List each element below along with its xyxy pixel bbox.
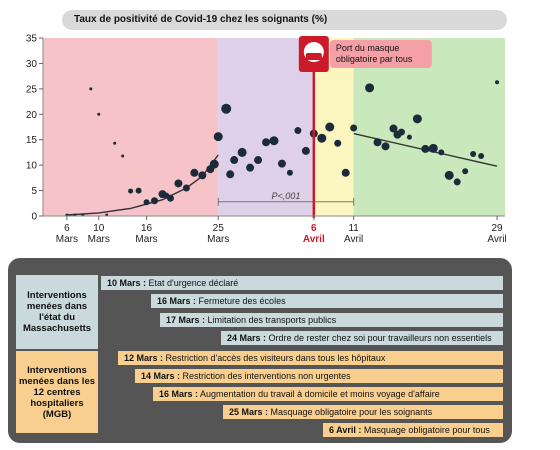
data-point-9 <box>128 188 134 194</box>
x-tick-month-25: Mars <box>207 234 229 245</box>
data-point-23 <box>221 103 232 114</box>
x-tick-label-60: 29 <box>491 223 503 234</box>
y-tick-label-15: 15 <box>26 135 38 146</box>
data-point-49 <box>421 144 430 153</box>
data-point-18 <box>190 168 199 177</box>
x-tick-month-6: Mars <box>56 234 78 245</box>
data-point-26 <box>237 147 247 157</box>
mgb-item-1: 12 Mars : Restriction d'accès des visite… <box>118 351 503 365</box>
mgb-item-3: 16 Mars : Augmentation du travail à domi… <box>153 387 503 401</box>
data-point-53 <box>453 178 461 186</box>
data-point-8 <box>121 154 125 158</box>
data-point-44 <box>389 124 398 133</box>
data-point-56 <box>478 152 485 159</box>
y-tick-label-25: 25 <box>26 84 38 95</box>
ma-item-3: 17 Mars : Limitation des transports publ… <box>160 313 503 327</box>
ma-item-2: 16 Mars : Fermeture des écoles <box>151 294 503 308</box>
x-tick-month-42: Avril <box>344 234 363 245</box>
ma-group-label: Interventions menées dans l'état du Mass… <box>16 275 98 349</box>
data-point-22 <box>213 132 223 142</box>
data-point-16 <box>174 179 183 188</box>
mgb-item-5: 6 Avril : Masquage obligatoire pour tous <box>323 423 503 437</box>
data-point-28 <box>254 156 263 165</box>
phase-backgrounds <box>43 38 505 216</box>
mgb-group-label: Interventions menées dans les 12 centres… <box>16 351 98 433</box>
data-point-7 <box>113 141 117 145</box>
chart-title: Taux de positivité de Covid-19 chez les … <box>62 10 507 30</box>
data-point-51 <box>438 149 445 156</box>
data-point-34 <box>301 146 310 155</box>
data-point-43 <box>381 142 390 151</box>
data-point-5 <box>97 112 101 116</box>
annotation-line-2: obligatoire par tous <box>336 54 413 64</box>
x-tick-month-37: Avril <box>303 234 325 245</box>
data-point-50 <box>428 143 438 153</box>
data-point-37 <box>325 122 335 132</box>
data-point-40 <box>350 124 358 132</box>
annotation-box <box>329 40 432 68</box>
data-point-29 <box>262 138 271 147</box>
y-tick-label-30: 30 <box>26 59 38 70</box>
data-point-57 <box>495 80 500 85</box>
x-tick-month-16: Mars <box>135 234 157 245</box>
mgb-item-2: 14 Mars : Restriction des interventions … <box>135 369 503 383</box>
annotation-line-1: Port du masque <box>336 43 400 53</box>
data-point-11 <box>143 199 150 206</box>
data-point-27 <box>246 163 255 172</box>
data-point-39 <box>341 168 350 177</box>
x-tick-label-10: 10 <box>93 223 105 234</box>
data-point-21 <box>209 159 219 169</box>
data-point-41 <box>365 83 375 93</box>
data-point-10 <box>135 187 142 194</box>
y-axis: 0 5 10 15 20 25 30 35 <box>26 34 44 223</box>
data-point-36 <box>317 133 327 143</box>
positivity-chart: 0 5 10 15 20 25 30 35 P<,001 Port du masqueobli… <box>26 34 507 246</box>
data-point-46 <box>397 128 405 136</box>
data-point-24 <box>226 170 235 179</box>
phase-band-2 <box>218 38 314 216</box>
ma-item-4: 24 Mars : Ordre de rester chez soi pour … <box>221 331 503 345</box>
data-point-47 <box>406 134 412 140</box>
data-point-31 <box>277 159 286 168</box>
interventions-panel: Interventions menées dans l'état du Mass… <box>8 258 512 443</box>
data-point-54 <box>462 168 469 175</box>
x-axis: 6Mars10Mars16Mars25Mars6Avril11Avril29Av… <box>43 215 507 245</box>
y-tick-label-0: 0 <box>31 212 37 223</box>
pvalue-label: P<,001 <box>272 191 301 201</box>
mask-icon <box>305 53 322 60</box>
data-point-15 <box>166 194 174 202</box>
data-point-42 <box>373 138 382 147</box>
x-tick-label-16: 16 <box>141 223 153 234</box>
data-point-19 <box>198 171 207 180</box>
data-point-33 <box>294 127 302 135</box>
data-point-12 <box>151 197 159 205</box>
y-tick-label-10: 10 <box>26 161 38 172</box>
y-tick-label-35: 35 <box>26 34 38 45</box>
x-tick-label-6: 6 <box>64 223 70 234</box>
data-point-25 <box>230 156 239 165</box>
data-points <box>65 80 500 217</box>
data-point-4 <box>89 87 93 91</box>
x-tick-label-25: 25 <box>213 223 225 234</box>
data-point-30 <box>269 136 279 146</box>
data-point-55 <box>470 150 477 157</box>
data-point-52 <box>444 170 454 180</box>
x-tick-label-42: 11 <box>348 223 359 234</box>
data-point-48 <box>412 114 422 124</box>
x-tick-label-37: 6 <box>311 223 317 234</box>
y-tick-label-20: 20 <box>26 110 38 121</box>
data-point-38 <box>334 139 342 147</box>
x-tick-month-10: Mars <box>88 234 110 245</box>
data-point-32 <box>286 169 293 176</box>
x-tick-month-60: Avril <box>487 234 506 245</box>
ma-item-1: 10 Mars : Etat d'urgence déclaré <box>101 276 503 290</box>
y-tick-label-5: 5 <box>31 186 37 197</box>
data-point-17 <box>182 184 190 192</box>
mgb-item-4: 25 Mars : Masquage obligatoire pour les … <box>223 405 503 419</box>
pvalue-bracket: P<,001 <box>217 191 355 206</box>
